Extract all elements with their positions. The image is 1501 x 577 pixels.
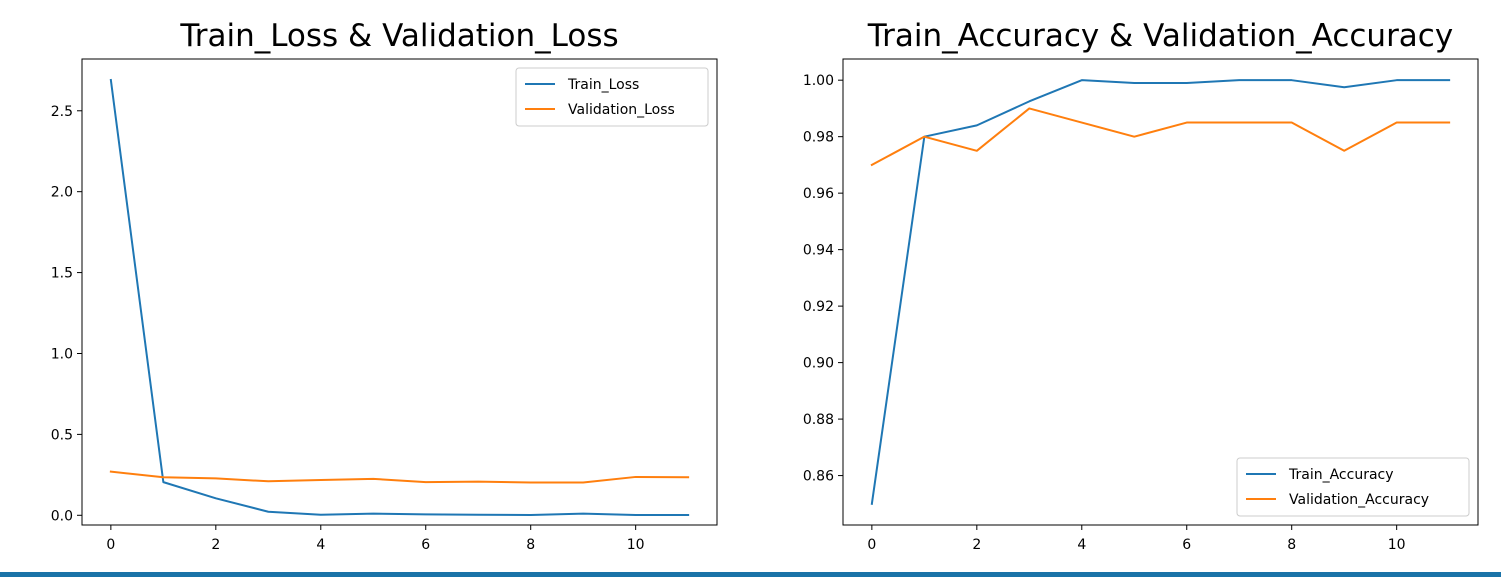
y-tick-label: 0.88 [803, 412, 834, 428]
legend-box [1236, 457, 1470, 517]
x-tick-label: 4 [1077, 537, 1086, 553]
y-tick-label: 0.0 [51, 508, 73, 524]
accuracy-chart-title: Train_Accuracy & Validation_Accuracy [867, 18, 1453, 54]
x-tick-label: 10 [1388, 537, 1406, 553]
loss-axes-frame [81, 58, 718, 526]
x-tick-label: 0 [867, 537, 876, 553]
x-tick-label: 2 [211, 537, 220, 553]
x-tick-label: 2 [972, 537, 981, 553]
y-tick-label: 1.5 [51, 266, 73, 282]
x-tick-label: 8 [526, 537, 535, 553]
x-tick-label: 6 [1182, 537, 1191, 553]
y-tick-label: 0.94 [803, 243, 834, 259]
x-tick-label: 0 [106, 537, 115, 553]
legend-label: Train_Loss [567, 77, 639, 93]
legend-label: Validation_Accuracy [1289, 492, 1429, 508]
y-tick-label: 0.90 [803, 356, 834, 372]
accuracy-axes-frame [842, 58, 1479, 526]
y-tick-label: 1.00 [803, 73, 834, 89]
loss-legend: Train_Loss Validation_Loss [515, 67, 709, 127]
accuracy-legend: Train_Accuracy Validation_Accuracy [1236, 457, 1470, 517]
series-line-validation-accuracy [870, 107, 1451, 167]
accuracy-chart: Train_Accuracy & Validation_Accuracy 0 2 4 6… [803, 18, 1479, 553]
y-tick-label: 2.0 [51, 185, 73, 201]
loss-chart-title: Train_Loss & Validation_Loss [179, 18, 618, 54]
y-tick-label: 0.5 [51, 427, 73, 443]
legend-label: Train_Accuracy [1288, 467, 1394, 483]
x-tick-label: 4 [316, 537, 325, 553]
series-line-validation-loss [109, 470, 690, 484]
series-line-train-accuracy [870, 79, 1451, 505]
y-tick-label: 0.98 [803, 130, 834, 146]
series-line-train-loss [109, 78, 690, 516]
y-tick-label: 1.0 [51, 346, 73, 362]
bottom-band [0, 572, 1501, 577]
x-tick-label: 10 [627, 537, 645, 553]
legend-label: Validation_Loss [568, 102, 675, 118]
y-tick-label: 0.92 [803, 299, 834, 315]
y-tick-label: 0.86 [803, 469, 834, 485]
x-tick-label: 8 [1287, 537, 1296, 553]
x-tick-label: 6 [421, 537, 430, 553]
y-tick-label: 2.5 [51, 104, 73, 120]
y-tick-label: 0.96 [803, 186, 834, 202]
loss-chart: Train_Loss & Validation_Loss 0 2 4 6 8 10 0.0 0.… [51, 18, 718, 553]
legend-box [515, 67, 709, 127]
